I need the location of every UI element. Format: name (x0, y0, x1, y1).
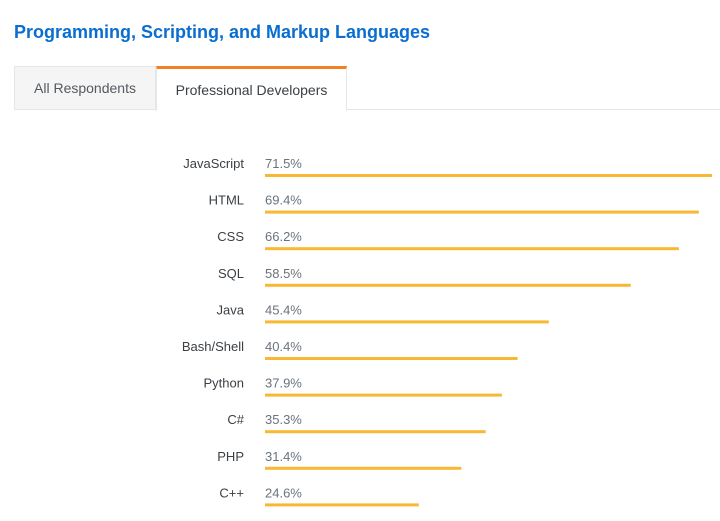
value-label-python: 37.9% (265, 376, 302, 391)
category-label-sql: SQL (218, 266, 244, 281)
bar-sql (265, 283, 631, 287)
category-label-python: Python (204, 376, 244, 391)
page-title: Programming, Scripting, and Markup Langu… (14, 22, 431, 42)
tab-bar-divider (14, 109, 720, 110)
bar-python (265, 393, 502, 397)
bar-c (265, 503, 419, 507)
value-label-php: 31.4% (265, 449, 302, 464)
bar-bash-shell (265, 357, 518, 360)
category-label-css: CSS (217, 229, 244, 244)
bar-javascript (265, 174, 712, 177)
tab-all-respondents[interactable]: All Respondents (14, 66, 156, 110)
value-label-java: 45.4% (265, 302, 302, 317)
bar-php (265, 466, 462, 470)
bar-css (265, 247, 679, 251)
value-label-c: 35.3% (265, 412, 302, 427)
category-label-c: C# (227, 412, 244, 427)
category-label-php: PHP (217, 449, 244, 464)
value-label-c: 24.6% (265, 485, 302, 500)
category-label-javascript: JavaScript (183, 156, 244, 171)
value-label-css: 66.2% (265, 229, 302, 244)
tab-bar: All Respondents Professional Developers (14, 66, 720, 111)
bar-html (265, 210, 699, 214)
value-label-sql: 58.5% (265, 266, 302, 281)
value-label-javascript: 71.5% (265, 156, 302, 171)
value-label-html: 69.4% (265, 193, 302, 208)
category-label-java: Java (217, 302, 245, 317)
category-label-bash-shell: Bash/Shell (182, 339, 244, 354)
bar-c (265, 430, 486, 434)
category-label-html: HTML (209, 193, 244, 208)
category-label-c: C++ (219, 485, 244, 500)
tab-professional-developers[interactable]: Professional Developers (156, 66, 347, 111)
bar-java (265, 320, 549, 324)
value-label-bash-shell: 40.4% (265, 339, 302, 354)
